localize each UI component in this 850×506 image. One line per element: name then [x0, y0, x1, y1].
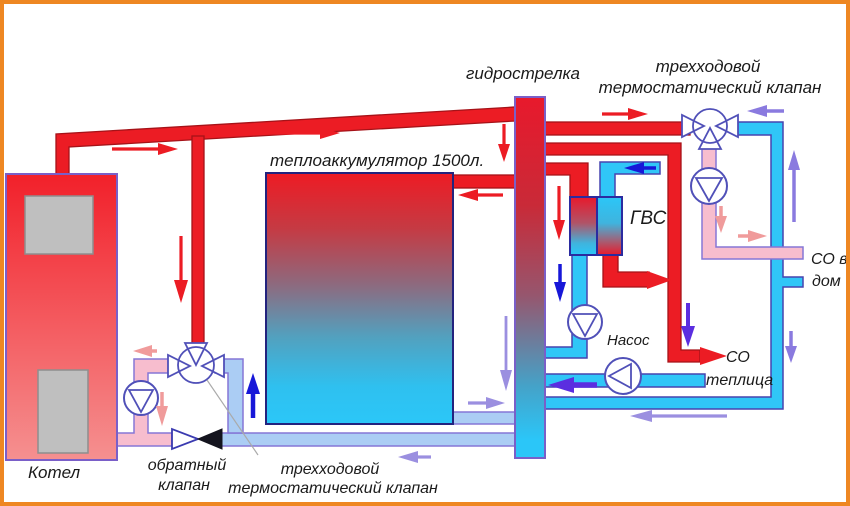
- dhw-heat-exchanger-secondary: [596, 196, 623, 256]
- dhw-heat-exchanger-primary: [569, 196, 598, 256]
- boiler-pump-icon: [123, 380, 159, 416]
- arrow-supply-2: [258, 127, 340, 139]
- arrow-house-return-bottom: [630, 410, 727, 422]
- co-house-label-line1: СО в: [811, 251, 846, 268]
- hydro-separator-body: [514, 96, 546, 459]
- heating-system-diagram: гидрострелка трехходовой термостатически…: [5, 57, 846, 497]
- arrow-house-return-top: [747, 105, 784, 117]
- arrow-branch-down: [174, 236, 188, 303]
- co-greenhouse-label-line2: теплица: [706, 372, 773, 389]
- arrow-house-hot: [602, 108, 648, 120]
- mixing-valve-bottom-icon: [167, 342, 225, 384]
- arrow-house-riser-up: [788, 150, 800, 222]
- flow-arrows: [112, 105, 800, 463]
- boiler-door-top: [24, 195, 94, 255]
- co-house-label-line2: дом: [812, 273, 841, 290]
- house-mixed-supply-pipe: [701, 147, 804, 260]
- arrow-dhw-return-down: [554, 264, 566, 302]
- mixing-valve-top-icon: [681, 108, 739, 150]
- labels: гидрострелка трехходовой термостатически…: [28, 57, 846, 497]
- arrow-supply-1: [112, 143, 178, 155]
- arrow-house-supply-down: [715, 206, 727, 233]
- heat-accumulator-label: теплоаккумулятор 1500л.: [270, 151, 484, 170]
- valve-bottom-label-line2: термостатический клапан: [228, 480, 438, 497]
- boiler-return-pipe: [219, 432, 516, 447]
- house-hot-pipe: [541, 121, 691, 136]
- vessels: [5, 96, 623, 461]
- dhw-pump-icon: [567, 304, 603, 340]
- valve-top-label-line2: термостатический клапан: [599, 78, 822, 97]
- arrow-greenhouse-down: [681, 303, 695, 347]
- arrow-house-supply-right: [738, 230, 767, 242]
- arrow-separator-down: [498, 124, 510, 162]
- arrow-into-tank: [458, 189, 503, 201]
- arrow-tank-side-down: [500, 316, 512, 391]
- check-valve-label-line1: обратный: [148, 457, 227, 474]
- check-valve-icon: [171, 427, 223, 451]
- pump-label: Насос: [607, 332, 650, 349]
- arrow-cold-water-in: [624, 162, 656, 174]
- dhw-primary-hot-pipe: [541, 162, 589, 198]
- tank-bottom-pipe: [451, 411, 516, 425]
- arrow-dhw-hot-out: [647, 271, 672, 289]
- house-pump-icon: [690, 167, 728, 205]
- components: [123, 108, 739, 451]
- house-return-pipe: [541, 121, 804, 410]
- supply-branch-to-mixing-valve: [191, 135, 205, 349]
- valve-bottom-label-line1: трехходовой: [281, 461, 380, 478]
- arrow-cold-riser-up: [246, 373, 260, 418]
- arrow-greenhouse-return: [548, 377, 597, 393]
- arrow-mix-left: [133, 345, 157, 357]
- hydro-separator-label: гидрострелка: [466, 64, 580, 83]
- dhw-label: ГВС: [630, 208, 667, 229]
- arrow-boiler-return-left: [398, 451, 431, 463]
- boiler-label: Котел: [28, 463, 81, 482]
- check-valve-label-line2: клапан: [158, 477, 210, 494]
- valve-label-pointer-line: [206, 379, 259, 456]
- arrow-greenhouse-out: [700, 347, 727, 365]
- tank-feed-pipe: [452, 174, 516, 189]
- dhw-hot-out-pipe: [602, 254, 650, 288]
- arrow-dhw-primary-down: [553, 186, 565, 240]
- arrow-tank-bottom-right: [468, 397, 505, 409]
- arrow-house-riser-down: [785, 331, 797, 363]
- arrow-mix-down: [156, 392, 168, 426]
- greenhouse-pump-icon: [604, 357, 642, 395]
- heat-accumulator-tank: [265, 172, 454, 425]
- boiler-door-bottom: [37, 369, 89, 454]
- valve-top-label-line1: трехходовой: [656, 57, 761, 76]
- co-greenhouse-label-line1: СО: [726, 349, 750, 366]
